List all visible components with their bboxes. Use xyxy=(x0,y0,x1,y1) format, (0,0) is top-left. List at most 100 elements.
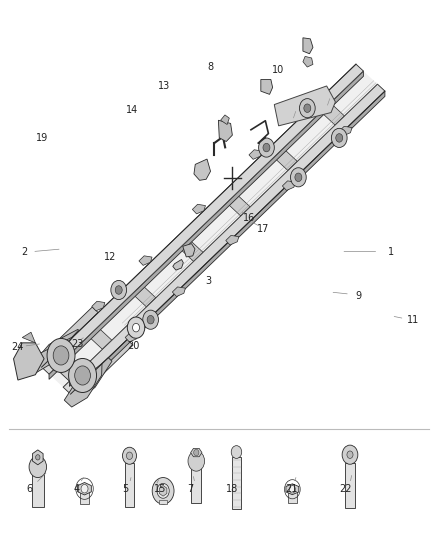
Text: 2: 2 xyxy=(21,247,28,256)
Polygon shape xyxy=(283,181,296,190)
Polygon shape xyxy=(139,256,152,265)
Text: 15: 15 xyxy=(154,484,166,494)
Polygon shape xyxy=(125,333,138,342)
Circle shape xyxy=(127,317,145,338)
Polygon shape xyxy=(321,103,344,125)
Polygon shape xyxy=(191,448,202,457)
Polygon shape xyxy=(219,120,233,142)
Text: 11: 11 xyxy=(407,314,420,325)
Polygon shape xyxy=(22,332,35,343)
Text: 5: 5 xyxy=(122,484,128,494)
Text: 17: 17 xyxy=(257,224,269,235)
Circle shape xyxy=(147,316,154,324)
Polygon shape xyxy=(14,343,44,380)
Polygon shape xyxy=(132,285,156,307)
Polygon shape xyxy=(32,467,44,507)
Text: 23: 23 xyxy=(71,338,83,349)
Text: 9: 9 xyxy=(356,290,362,301)
Circle shape xyxy=(75,366,90,385)
Polygon shape xyxy=(71,91,385,399)
Circle shape xyxy=(231,446,242,458)
Polygon shape xyxy=(125,463,134,507)
Circle shape xyxy=(194,449,199,456)
Circle shape xyxy=(258,138,274,157)
Circle shape xyxy=(290,168,306,187)
Polygon shape xyxy=(241,207,250,221)
Polygon shape xyxy=(71,340,133,400)
Text: 24: 24 xyxy=(11,342,24,352)
Text: 22: 22 xyxy=(339,484,352,494)
Polygon shape xyxy=(261,79,272,94)
Polygon shape xyxy=(146,298,156,312)
Circle shape xyxy=(263,143,270,152)
Text: 3: 3 xyxy=(205,277,211,286)
Polygon shape xyxy=(42,64,364,374)
Circle shape xyxy=(300,99,315,118)
Polygon shape xyxy=(183,244,195,257)
Text: 7: 7 xyxy=(187,484,194,494)
Polygon shape xyxy=(102,340,112,354)
Circle shape xyxy=(127,452,133,459)
Polygon shape xyxy=(288,489,297,503)
Polygon shape xyxy=(92,301,105,311)
Circle shape xyxy=(143,310,159,329)
Polygon shape xyxy=(335,116,344,131)
Polygon shape xyxy=(88,327,112,349)
Circle shape xyxy=(47,338,75,373)
Polygon shape xyxy=(194,159,211,180)
Polygon shape xyxy=(339,126,352,136)
Polygon shape xyxy=(191,466,201,503)
Circle shape xyxy=(35,455,40,460)
Polygon shape xyxy=(35,329,78,368)
Text: 4: 4 xyxy=(74,484,80,494)
Polygon shape xyxy=(232,457,241,510)
Circle shape xyxy=(295,173,302,182)
Polygon shape xyxy=(249,150,262,159)
Text: 12: 12 xyxy=(104,252,116,262)
Circle shape xyxy=(133,324,140,332)
Text: 20: 20 xyxy=(127,341,140,351)
Text: 10: 10 xyxy=(272,65,284,75)
Circle shape xyxy=(157,483,169,498)
Polygon shape xyxy=(172,287,185,296)
Circle shape xyxy=(152,478,174,504)
Text: 19: 19 xyxy=(36,133,48,143)
Circle shape xyxy=(53,346,69,365)
Polygon shape xyxy=(194,252,203,266)
Circle shape xyxy=(336,134,343,142)
Polygon shape xyxy=(32,450,43,465)
Polygon shape xyxy=(303,56,313,67)
Circle shape xyxy=(342,445,358,464)
Polygon shape xyxy=(69,369,82,386)
Text: 21: 21 xyxy=(285,484,297,494)
Polygon shape xyxy=(180,239,203,261)
Circle shape xyxy=(332,128,347,148)
Polygon shape xyxy=(49,71,364,379)
Text: 18: 18 xyxy=(226,484,238,494)
Circle shape xyxy=(29,456,46,478)
Polygon shape xyxy=(159,486,167,496)
Circle shape xyxy=(111,280,127,300)
Polygon shape xyxy=(55,356,82,381)
Text: 6: 6 xyxy=(26,484,32,494)
Polygon shape xyxy=(78,482,92,495)
Polygon shape xyxy=(274,148,297,171)
Circle shape xyxy=(69,359,96,392)
Text: 16: 16 xyxy=(244,213,256,223)
Circle shape xyxy=(347,451,353,458)
Polygon shape xyxy=(29,337,73,373)
Polygon shape xyxy=(173,260,183,270)
Circle shape xyxy=(81,484,88,493)
Polygon shape xyxy=(192,204,205,214)
Polygon shape xyxy=(63,84,385,394)
Polygon shape xyxy=(306,95,318,105)
Polygon shape xyxy=(80,489,89,504)
Circle shape xyxy=(188,451,205,471)
Polygon shape xyxy=(64,364,102,407)
Text: 14: 14 xyxy=(126,104,138,115)
Polygon shape xyxy=(303,38,313,54)
Polygon shape xyxy=(35,307,98,367)
Polygon shape xyxy=(69,358,112,401)
Text: 13: 13 xyxy=(158,81,170,91)
Polygon shape xyxy=(288,161,297,176)
